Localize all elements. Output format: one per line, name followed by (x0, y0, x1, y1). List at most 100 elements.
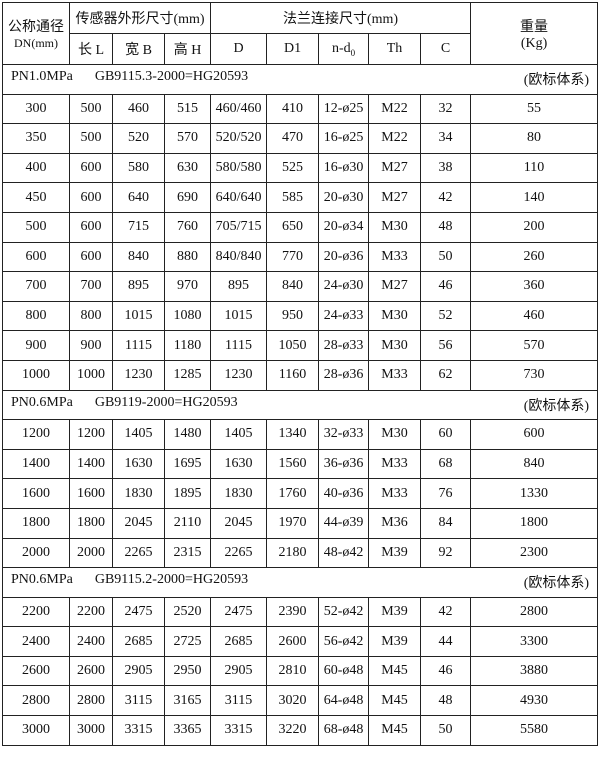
table-cell: 600 (69, 211, 113, 243)
table-cell: 1230 (210, 359, 268, 391)
table-row: 450 600 640 690 640/640 585 20-ø30 M27 42 140 (2, 182, 599, 213)
table-cell: 800 (2, 300, 70, 332)
header-col-l: 长 L (69, 33, 113, 65)
table-cell: 950 (266, 300, 320, 332)
table-cell: 3315 (112, 715, 165, 746)
table-cell: 2800 (69, 685, 113, 717)
table-cell: M33 (368, 241, 422, 273)
table-row: 2800 2800 3115 3165 3115 3020 64-ø48 M45 48 4930 (2, 685, 599, 717)
table-cell: 840 (470, 448, 599, 480)
table-cell: 2400 (69, 626, 113, 657)
table-cell: 2000 (69, 537, 113, 569)
table-cell: 64-ø48 (318, 685, 370, 717)
table-cell: 515 (163, 93, 212, 125)
table-cell: 46 (420, 655, 472, 687)
table-cell: 460/460 (210, 93, 268, 125)
table-body: (欧标体系) PN1.0MPa GB9115.3-2000=HG20593 300 50… (1, 64, 599, 746)
table-cell: 600 (69, 152, 113, 184)
table-cell: 2685 (210, 626, 268, 657)
table-cell: 410 (266, 93, 320, 125)
table-cell: 24-ø30 (318, 271, 370, 302)
header-dn-unit: DN(mm) (14, 36, 58, 50)
section-header-row: (欧标体系) PN0.6MPa GB9119-2000=HG20593 (1, 389, 599, 421)
table-row: 3000 3000 3315 3365 3315 3220 68-ø48 M45 50 5580 (2, 715, 599, 746)
table-cell: 1160 (266, 359, 320, 391)
table-cell: 1630 (210, 448, 268, 480)
table-cell: 2800 (470, 596, 599, 628)
table-cell: 44 (420, 626, 472, 657)
section-header-row: (欧标体系) PN0.6MPa GB9115.2-2000=HG20593 (1, 567, 599, 598)
table-cell: 260 (470, 241, 599, 273)
table-cell: 2110 (163, 507, 212, 539)
table-cell: 2475 (112, 596, 165, 628)
table-cell: 2045 (210, 507, 268, 539)
table-cell: 1200 (2, 419, 70, 450)
table-cell: 700 (2, 271, 70, 302)
table-row: 800 800 1015 1080 1015 950 24-ø33 M30 52 460 (2, 300, 599, 332)
table-cell: M45 (368, 685, 422, 717)
table-cell: M27 (368, 152, 422, 184)
header-col-d: D (210, 33, 268, 65)
table-cell: 40-ø36 (318, 478, 370, 509)
section-standard: GB9115.3-2000=HG20593 (94, 69, 249, 85)
table-cell: 28-ø36 (318, 359, 370, 391)
section-pressure: PN0.6MPa (11, 394, 73, 410)
table-cell: 84 (420, 507, 472, 539)
table-row: 300 500 460 515 460/460 410 12-ø25 M22 32 55 (2, 93, 599, 125)
table-cell: 1000 (2, 359, 70, 391)
table-cell: M27 (368, 182, 422, 213)
table-cell: 5580 (470, 715, 599, 746)
table-cell: 2600 (69, 655, 113, 687)
table-cell: 12-ø25 (318, 93, 370, 125)
table-cell: 2265 (112, 537, 165, 569)
table-cell: 55 (470, 93, 599, 125)
table-cell: 3000 (2, 715, 70, 746)
table-cell: 50 (420, 241, 472, 273)
table-cell: 1630 (112, 448, 165, 480)
table-cell: 48 (420, 211, 472, 243)
header-flange-group: 法兰连接尺寸(mm) (210, 2, 472, 34)
header-weight-unit: (Kg) (520, 35, 548, 51)
table-cell: M33 (368, 448, 422, 480)
table-cell: 34 (420, 123, 472, 154)
table-cell: 1970 (266, 507, 320, 539)
table-cell: 3000 (69, 715, 113, 746)
section-pressure: PN1.0MPa (11, 69, 73, 85)
table-cell: 700 (69, 271, 113, 302)
table-row: 400 600 580 630 580/580 525 16-ø30 M27 38 110 (2, 152, 599, 184)
table-cell: 1830 (210, 478, 268, 509)
table-cell: M30 (368, 419, 422, 450)
table-cell: 1760 (266, 478, 320, 509)
table-cell: 52-ø42 (318, 596, 370, 628)
table-cell: 600 (2, 241, 70, 273)
table-cell: 2800 (2, 685, 70, 717)
table-cell: M39 (368, 537, 422, 569)
table-cell: 840/840 (210, 241, 268, 273)
table-row: 2600 2600 2905 2950 2905 2810 60-ø48 M45 46 3880 (2, 655, 599, 687)
table-cell: M45 (368, 715, 422, 746)
table-cell: 705/715 (210, 211, 268, 243)
table-cell: 1405 (112, 419, 165, 450)
header-weight-label: 重量 (520, 19, 549, 35)
table-cell: 3300 (470, 626, 599, 657)
table-cell: 1015 (210, 300, 268, 332)
table-cell: 2600 (2, 655, 70, 687)
table-cell: 600 (69, 241, 113, 273)
section-pressure: PN0.6MPa (11, 572, 73, 588)
table-cell: 32-ø33 (318, 419, 370, 450)
table-cell: 3220 (266, 715, 320, 746)
section-header-row: (欧标体系) PN1.0MPa GB9115.3-2000=HG20593 (1, 64, 599, 95)
table-cell: 2390 (266, 596, 320, 628)
table-cell: 20-ø30 (318, 182, 370, 213)
table-cell: 1050 (266, 330, 320, 361)
table-cell: 970 (163, 271, 212, 302)
table-row: 1800 1800 2045 2110 2045 1970 44-ø39 M36 84 1800 (2, 507, 599, 539)
table-cell: M45 (368, 655, 422, 687)
table-cell: 3165 (163, 685, 212, 717)
table-cell: 800 (69, 300, 113, 332)
table-cell: 68 (420, 448, 472, 480)
table-cell: 2520 (163, 596, 212, 628)
header-col-nd-subscript: 0 (350, 47, 356, 58)
table-cell: 1600 (69, 478, 113, 509)
table-cell: 500 (69, 93, 113, 125)
